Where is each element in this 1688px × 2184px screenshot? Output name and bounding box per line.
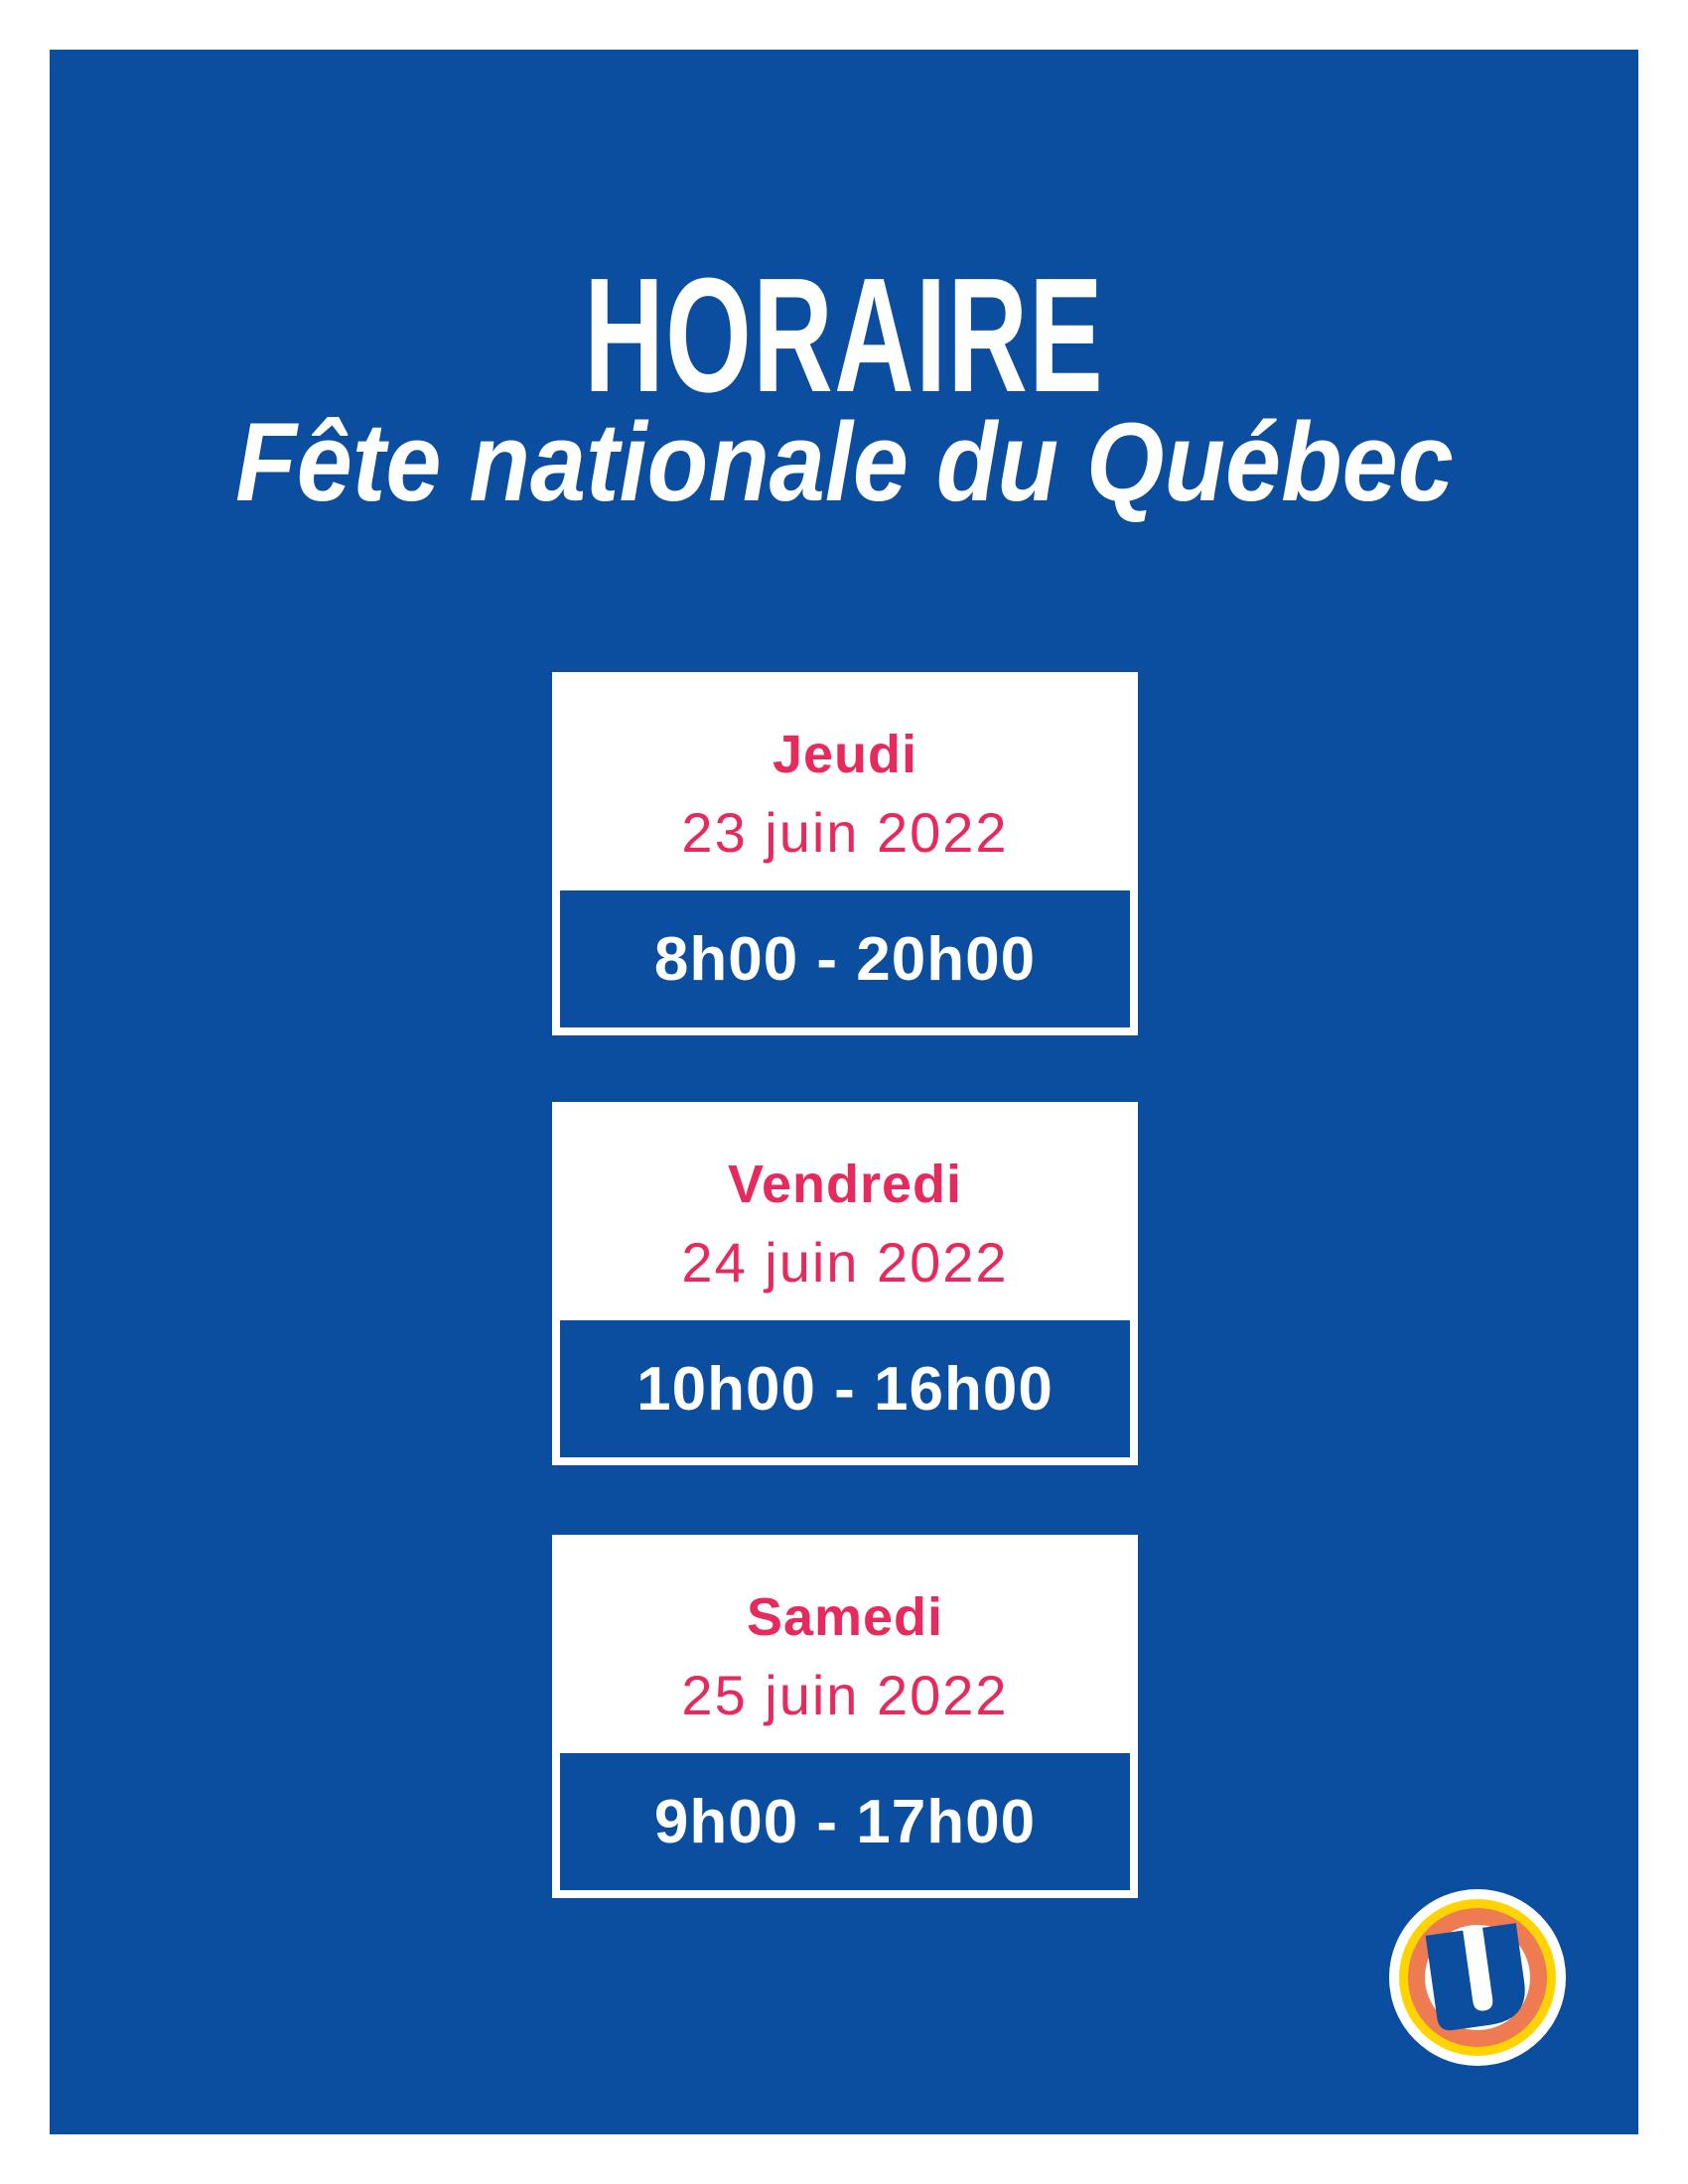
hours-label: 8h00 - 20h00 [653, 924, 1037, 994]
page-subtitle: Fête nationale du Québec [50, 399, 1638, 527]
date-label: 24 juin 2022 [681, 1231, 1009, 1294]
uniprix-logo [1389, 1889, 1566, 2066]
day-label: Jeudi [772, 725, 918, 784]
page-subtitle-text: Fête nationale du Québec [234, 400, 1454, 524]
schedule-card-samedi: Samedi 25 juin 2022 9h00 - 17h00 [552, 1535, 1138, 1898]
page-title-text: HORAIRE [584, 244, 1104, 426]
date-label: 23 juin 2022 [681, 801, 1009, 864]
hours-band: 9h00 - 17h00 [560, 1753, 1130, 1890]
hours-band: 10h00 - 16h00 [560, 1320, 1130, 1457]
page-title: HORAIRE [50, 254, 1638, 417]
hours-label: 10h00 - 16h00 [636, 1354, 1054, 1424]
schedule-card-jeudi: Jeudi 23 juin 2022 8h00 - 20h00 [552, 672, 1138, 1035]
day-label: Vendredi [727, 1155, 963, 1214]
date-label: 25 juin 2022 [681, 1664, 1009, 1726]
hours-label: 9h00 - 17h00 [653, 1787, 1037, 1856]
hours-band: 8h00 - 20h00 [560, 890, 1130, 1027]
u-letter-icon [1425, 1923, 1525, 2031]
day-label: Samedi [746, 1587, 944, 1647]
schedule-card-vendredi: Vendredi 24 juin 2022 10h00 - 16h00 [552, 1102, 1138, 1465]
poster-panel: HORAIRE Fête nationale du Québec Jeudi 2… [50, 50, 1638, 2134]
